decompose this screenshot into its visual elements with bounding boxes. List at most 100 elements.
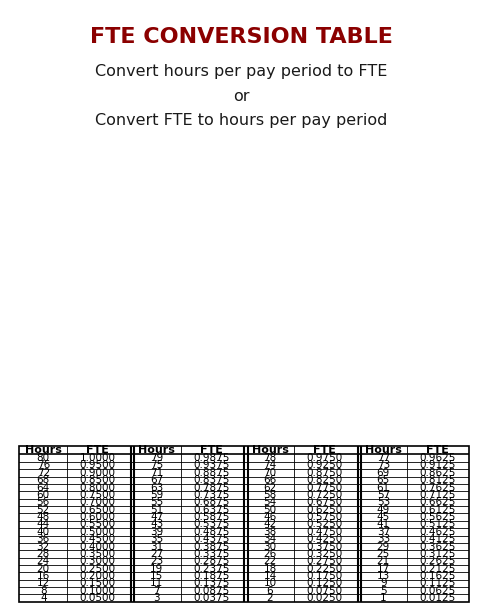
Text: 0.5625: 0.5625 bbox=[420, 512, 456, 522]
Text: Hours: Hours bbox=[138, 445, 175, 455]
Text: 48: 48 bbox=[37, 512, 50, 522]
Text: 62: 62 bbox=[263, 483, 277, 492]
Text: FTE: FTE bbox=[313, 445, 336, 455]
Text: 43: 43 bbox=[150, 519, 163, 530]
Text: 70: 70 bbox=[263, 468, 277, 478]
Text: 42: 42 bbox=[263, 519, 277, 530]
Text: 30: 30 bbox=[263, 541, 277, 552]
Text: 23: 23 bbox=[150, 556, 163, 566]
Text: 53: 53 bbox=[377, 497, 390, 507]
Text: 1.0000: 1.0000 bbox=[80, 453, 116, 463]
Text: 0.9875: 0.9875 bbox=[193, 453, 229, 463]
Text: 13: 13 bbox=[377, 571, 390, 581]
Text: 14: 14 bbox=[263, 571, 277, 581]
Text: 0.7125: 0.7125 bbox=[420, 490, 456, 500]
Text: 0.7500: 0.7500 bbox=[80, 490, 116, 500]
Text: 0.2375: 0.2375 bbox=[193, 564, 229, 574]
Text: 0.1500: 0.1500 bbox=[80, 579, 116, 588]
Text: 0.9500: 0.9500 bbox=[80, 461, 116, 470]
Text: 0.5125: 0.5125 bbox=[420, 519, 456, 530]
Text: 0.6250: 0.6250 bbox=[306, 505, 342, 514]
Text: 0.2500: 0.2500 bbox=[80, 564, 116, 574]
Text: 50: 50 bbox=[263, 505, 277, 514]
Text: 55: 55 bbox=[150, 497, 163, 507]
Text: 75: 75 bbox=[150, 461, 163, 470]
Text: 54: 54 bbox=[263, 497, 277, 507]
Text: 21: 21 bbox=[377, 556, 390, 566]
Text: 0.8500: 0.8500 bbox=[80, 475, 116, 485]
Text: 24: 24 bbox=[37, 556, 50, 566]
Text: 0.3750: 0.3750 bbox=[306, 541, 342, 552]
Text: 0.0500: 0.0500 bbox=[80, 593, 116, 603]
Text: 11: 11 bbox=[150, 579, 163, 588]
Text: 52: 52 bbox=[37, 505, 50, 514]
Text: 0.8125: 0.8125 bbox=[420, 475, 456, 485]
Text: 38: 38 bbox=[263, 527, 277, 537]
Text: 0.0250: 0.0250 bbox=[307, 593, 342, 603]
Text: 0.9625: 0.9625 bbox=[420, 453, 456, 463]
Text: Hours: Hours bbox=[252, 445, 288, 455]
Text: 3: 3 bbox=[153, 593, 160, 603]
Text: 5: 5 bbox=[380, 586, 387, 596]
Text: 72: 72 bbox=[37, 468, 50, 478]
Text: 40: 40 bbox=[37, 527, 50, 537]
Text: 0.6875: 0.6875 bbox=[193, 497, 229, 507]
Text: 56: 56 bbox=[37, 497, 50, 507]
Text: 0.8375: 0.8375 bbox=[193, 475, 229, 485]
Text: 47: 47 bbox=[150, 512, 163, 522]
Text: 0.4500: 0.4500 bbox=[80, 534, 116, 544]
Text: 63: 63 bbox=[150, 483, 163, 492]
Text: 35: 35 bbox=[150, 534, 163, 544]
Text: 60: 60 bbox=[37, 490, 50, 500]
Text: 80: 80 bbox=[37, 453, 50, 463]
Text: 58: 58 bbox=[263, 490, 277, 500]
Text: 0.3375: 0.3375 bbox=[193, 549, 229, 559]
Text: 31: 31 bbox=[150, 541, 163, 552]
Text: 6: 6 bbox=[267, 586, 273, 596]
Text: 0.8625: 0.8625 bbox=[420, 468, 456, 478]
Text: 16: 16 bbox=[37, 571, 50, 581]
Text: FTE: FTE bbox=[200, 445, 223, 455]
Text: 0.6500: 0.6500 bbox=[80, 505, 116, 514]
Text: 0.3625: 0.3625 bbox=[420, 541, 456, 552]
Text: 0.5375: 0.5375 bbox=[193, 519, 229, 530]
Text: or: or bbox=[233, 89, 250, 104]
Text: 0.0125: 0.0125 bbox=[420, 593, 456, 603]
Text: 10: 10 bbox=[263, 579, 277, 588]
Text: Hours: Hours bbox=[25, 445, 62, 455]
Text: 65: 65 bbox=[377, 475, 390, 485]
Text: 33: 33 bbox=[377, 534, 390, 544]
Text: 59: 59 bbox=[150, 490, 163, 500]
Text: 17: 17 bbox=[377, 564, 390, 574]
Text: 79: 79 bbox=[150, 453, 163, 463]
Text: 20: 20 bbox=[37, 564, 50, 574]
Text: 77: 77 bbox=[377, 453, 390, 463]
Text: 78: 78 bbox=[263, 453, 277, 463]
Text: FTE: FTE bbox=[426, 445, 449, 455]
Text: 8: 8 bbox=[40, 586, 46, 596]
Text: 32: 32 bbox=[37, 541, 50, 552]
Text: 46: 46 bbox=[263, 512, 277, 522]
Text: 0.5000: 0.5000 bbox=[80, 527, 116, 537]
Text: 69: 69 bbox=[377, 468, 390, 478]
Text: 2: 2 bbox=[267, 593, 273, 603]
Text: 12: 12 bbox=[37, 579, 50, 588]
Text: 0.3000: 0.3000 bbox=[80, 556, 116, 566]
Text: 0.6750: 0.6750 bbox=[306, 497, 342, 507]
Text: Convert FTE to hours per pay period: Convert FTE to hours per pay period bbox=[95, 113, 388, 128]
Text: 0.5875: 0.5875 bbox=[193, 512, 229, 522]
Text: 0.2125: 0.2125 bbox=[420, 564, 456, 574]
Text: 0.5500: 0.5500 bbox=[80, 519, 116, 530]
Text: 0.7000: 0.7000 bbox=[80, 497, 116, 507]
Text: 71: 71 bbox=[150, 468, 163, 478]
Text: 27: 27 bbox=[150, 549, 163, 559]
Text: 0.8750: 0.8750 bbox=[306, 468, 342, 478]
Text: 0.6000: 0.6000 bbox=[80, 512, 116, 522]
Text: 0.4750: 0.4750 bbox=[306, 527, 342, 537]
Text: 44: 44 bbox=[37, 519, 50, 530]
Text: 0.2250: 0.2250 bbox=[306, 564, 342, 574]
Text: 76: 76 bbox=[37, 461, 50, 470]
Text: 0.0375: 0.0375 bbox=[193, 593, 229, 603]
Text: 0.1250: 0.1250 bbox=[306, 579, 342, 588]
Text: 26: 26 bbox=[263, 549, 277, 559]
